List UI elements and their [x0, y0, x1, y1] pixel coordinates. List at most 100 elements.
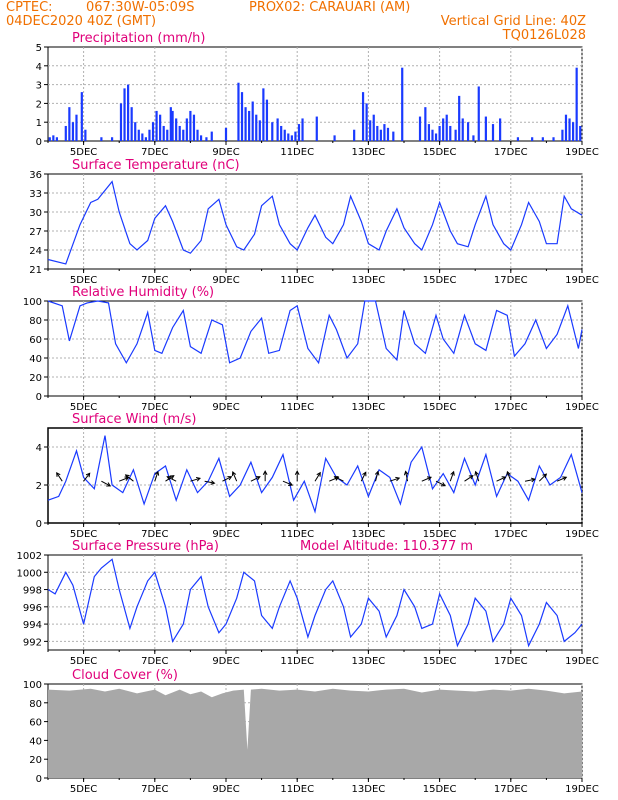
precip-bar: [372, 114, 375, 141]
precip-bar: [572, 122, 575, 141]
precip-bar: [100, 137, 103, 141]
wind-arrowhead: [106, 482, 112, 487]
precip-bar: [491, 124, 495, 141]
wind-vector: [334, 476, 344, 482]
pressure-title: Surface Pressure (hPa): [72, 539, 219, 554]
temperature-line: [47, 180, 583, 265]
precip-bar: [64, 125, 67, 141]
precip-bar: [159, 114, 162, 141]
wind-arrowhead: [169, 475, 175, 480]
pressure-ytick-label: 1002: [17, 551, 42, 562]
precip-bar: [369, 120, 372, 141]
temperature-ytick-label: 36: [29, 170, 42, 181]
precipitation-ytick-label: 5: [36, 43, 42, 54]
precip-bar: [71, 122, 75, 141]
precip-bar: [205, 137, 208, 141]
wind-arrowhead: [255, 476, 261, 481]
pressure-xtick-label: 5DEC: [70, 656, 97, 667]
wind-vector: [506, 471, 512, 482]
wind-arrowhead: [426, 476, 432, 481]
precip-bar: [196, 129, 199, 141]
wind-vector: [166, 476, 177, 482]
humidity-xtick-label: 9DEC: [212, 402, 239, 413]
precipitation-xtick-label: 9DEC: [212, 147, 239, 158]
humidity-line: [47, 300, 583, 365]
wind-vector: [435, 480, 446, 487]
precip-bar: [315, 116, 318, 141]
precip-bar: [458, 95, 461, 141]
wind-vector: [250, 476, 261, 482]
humidity-ytick-label: 60: [29, 335, 42, 346]
precip-bar: [290, 135, 293, 141]
precip-bar: [392, 131, 395, 141]
precip-bar: [297, 124, 301, 141]
temperature-ytick-label: 30: [29, 208, 42, 219]
wind-arrowhead: [542, 473, 548, 479]
precip-bar: [151, 122, 155, 141]
cloud-xtick-label: 19DEC: [565, 784, 599, 795]
precipitation-xtick-label: 15DEC: [423, 147, 457, 158]
wind-arrowhead: [56, 472, 61, 477]
precip-bar: [178, 125, 181, 141]
precip-bar: [427, 124, 431, 141]
pressure-ytick-label: 992: [23, 637, 42, 648]
wind-arrowhead: [403, 470, 409, 476]
humidity-xtick-label: 13DEC: [352, 402, 386, 413]
precipitation-xtick-label: 19DEC: [565, 147, 599, 158]
precip-bar: [466, 122, 470, 141]
precip-bar: [454, 129, 457, 141]
precipitation-title: Precipitation (mm/h): [72, 31, 205, 46]
pressure-xtick-label: 11DEC: [280, 656, 314, 667]
precip-bar: [579, 125, 582, 141]
precip-bar: [210, 131, 213, 141]
precip-bar: [472, 135, 475, 141]
precip-bar: [144, 137, 147, 141]
humidity-xtick-label: 11DEC: [280, 402, 314, 413]
precip-bar: [552, 137, 555, 141]
precip-bar: [294, 131, 297, 141]
pressure-ytick-label: 994: [23, 620, 42, 631]
precip-bar: [401, 67, 404, 141]
wind-arrowhead: [210, 480, 216, 485]
precip-bar: [130, 107, 133, 141]
precip-bar: [192, 114, 196, 141]
wind-vector: [405, 471, 409, 482]
cloud-area: [48, 688, 582, 778]
wind-vector: [360, 472, 367, 482]
wind-vector: [56, 472, 63, 482]
precip-bar: [251, 101, 254, 141]
wind-xtick-label: 5DEC: [70, 529, 97, 540]
precipitation-ytick-label: 0: [36, 137, 42, 148]
wind-vector: [83, 472, 91, 482]
precip-bar: [255, 114, 258, 141]
pressure-annotation: Model Altitude: 110.377 m: [300, 539, 473, 554]
wind-arrowhead: [468, 475, 474, 480]
wind-ytick-label: 4: [36, 443, 42, 454]
precipitation-xtick-label: 11DEC: [280, 147, 314, 158]
precip-bar: [445, 114, 448, 141]
precip-bar: [141, 133, 144, 141]
precip-bar: [189, 110, 192, 141]
wind-arrowhead: [362, 471, 367, 477]
cloud-ytick-label: 40: [29, 736, 42, 747]
wind-vector: [204, 480, 215, 484]
precip-bar: [516, 137, 520, 141]
wind-arrowhead: [395, 476, 401, 482]
precip-bar: [148, 129, 151, 141]
wind-arrowhead: [294, 470, 300, 475]
temperature-xtick-label: 5DEC: [70, 275, 97, 286]
temperature-xtick-label: 15DEC: [423, 275, 457, 286]
header-coords: 067:30W-05:09S: [86, 0, 195, 15]
wind-xtick-label: 13DEC: [352, 529, 386, 540]
precip-bar: [499, 118, 502, 141]
pressure-ytick-label: 998: [23, 586, 42, 597]
wind-arrowhead: [450, 470, 455, 476]
humidity-ytick-label: 0: [36, 392, 42, 403]
pressure-xtick-label: 17DEC: [494, 656, 528, 667]
wind-arrowhead: [316, 471, 321, 477]
wind-xtick-label: 19DEC: [565, 529, 599, 540]
precipitation-xtick-label: 17DEC: [494, 147, 528, 158]
wind-vector: [101, 480, 111, 487]
wind-vector: [222, 476, 232, 482]
